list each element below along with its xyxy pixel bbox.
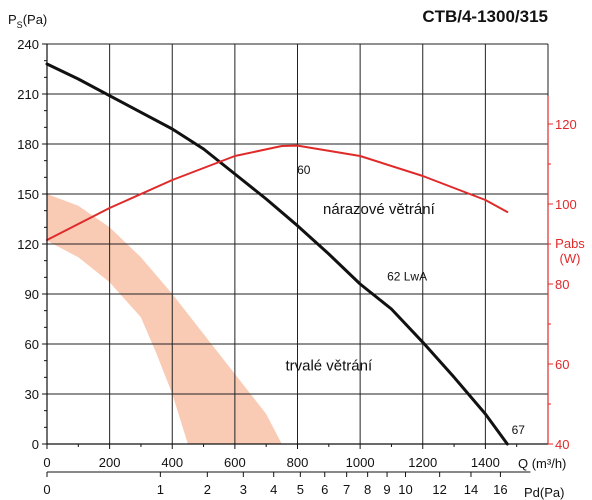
y-tick-label: 210 (17, 87, 39, 102)
y-tick-label: 240 (17, 37, 39, 52)
x-tick-label: 400 (161, 455, 183, 470)
y-tick-label: 30 (25, 387, 39, 402)
operating-band (47, 194, 282, 444)
chart-annotation: nárazové větrání (323, 201, 436, 218)
y2-tick-label: 40 (555, 437, 569, 452)
y2-tick-label: 80 (555, 277, 569, 292)
x2-tick-label: 12 (432, 482, 446, 497)
chart-annotation: 67 (512, 423, 526, 437)
annotation-layer: 60 nárazové větrání 62 LwA trvalé větrání 67 (285, 163, 525, 437)
x2-tick-label: 2 (204, 482, 211, 497)
y2-tick-label: 60 (555, 357, 569, 372)
y2-tick-label: 120 (555, 117, 577, 132)
y-tick-label: 90 (25, 287, 39, 302)
y-tick-label: 0 (32, 437, 39, 452)
x-axis-label: Q (m³/h) (518, 456, 566, 471)
y2-tick-label: 100 (555, 197, 577, 212)
y-axis-label-unit: (Pa) (23, 12, 48, 27)
x2-axis-label: Pd(Pa) (524, 485, 564, 500)
y2-axis-label-line1: Pabs (555, 236, 585, 251)
pressure-curve-line (45, 62, 509, 446)
y2-axis-label-line2: (W) (560, 251, 581, 266)
x2-tick-label: 4 (270, 482, 277, 497)
x2-tick-label: 8 (364, 482, 371, 497)
x2-tick-label: 7 (343, 482, 350, 497)
labels-layer: CTB/4-1300/315 PS(Pa) Pabs (W) Q (m³/h) … (8, 7, 585, 500)
x-tick-label: 1000 (346, 455, 375, 470)
x2-tick-label: 0 (43, 482, 50, 497)
x2-tick-label: 10 (398, 482, 412, 497)
y-axis-label-sub: S (17, 20, 23, 30)
x2-tick-label: 5 (297, 482, 304, 497)
x2-tick-label: 16 (493, 482, 507, 497)
y-tick-label: 60 (25, 337, 39, 352)
x-tick-label: 600 (224, 455, 246, 470)
y-tick-label: 150 (17, 187, 39, 202)
x-tick-label: 0 (43, 455, 50, 470)
x2-tick-label: 9 (383, 482, 390, 497)
x-tick-label: 1400 (471, 455, 500, 470)
x2-tick-label: 14 (464, 482, 478, 497)
x2-tick-label: 1 (157, 482, 164, 497)
chart-annotation: 62 LwA (387, 270, 427, 284)
series-layer (45, 62, 509, 446)
x-tick-label: 800 (287, 455, 309, 470)
x2-tick-label: 3 (240, 482, 247, 497)
grid-layer (46, 43, 549, 445)
y-tick-label: 180 (17, 137, 39, 152)
y-axis-label: PS(Pa) (8, 12, 47, 30)
y-axis-label-main: P (8, 12, 17, 27)
x2-tick-label: 6 (321, 482, 328, 497)
power-curve-line (46, 144, 509, 241)
operating-band-layer (47, 194, 282, 444)
chart-annotation: trvalé větrání (285, 358, 373, 375)
x-tick-label: 200 (99, 455, 121, 470)
x-tick-label: 1200 (408, 455, 437, 470)
chart-annotation: 60 (297, 163, 311, 177)
chart-title: CTB/4-1300/315 (422, 7, 548, 26)
y-tick-label: 120 (17, 237, 39, 252)
